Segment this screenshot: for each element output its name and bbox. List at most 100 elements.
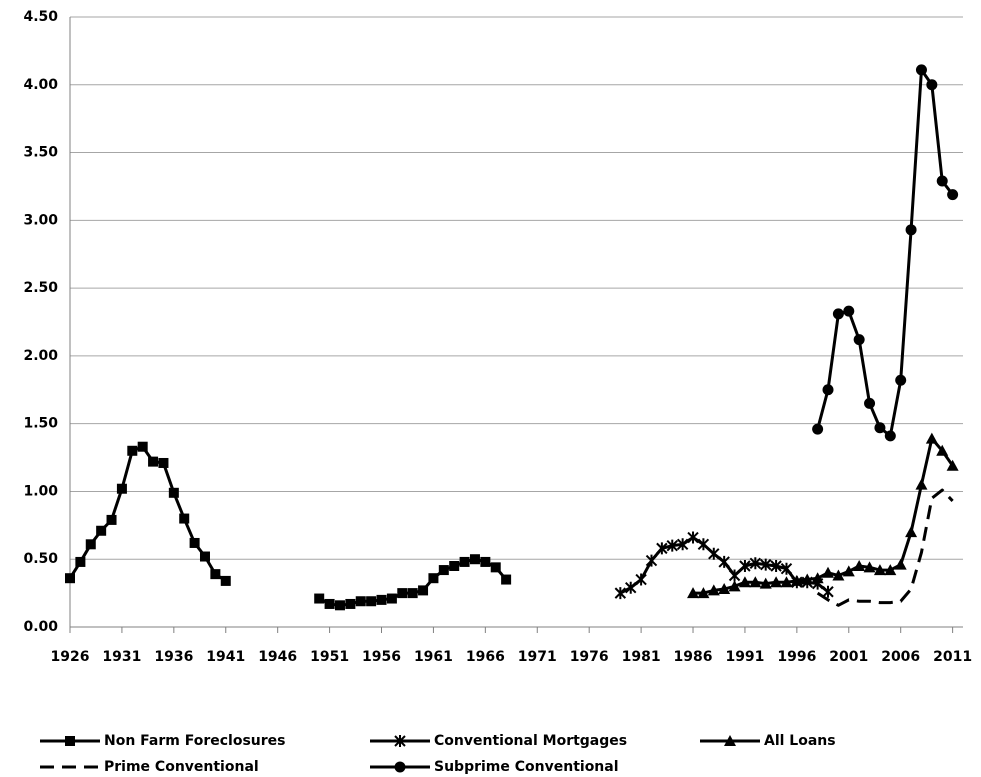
marker: [853, 560, 866, 571]
marker: [790, 574, 803, 586]
y-tick-label: 4.00: [23, 77, 58, 93]
legend-label: Conventional Mortgages: [434, 733, 627, 749]
marker: [314, 593, 325, 604]
marker: [894, 558, 907, 570]
marker: [666, 539, 678, 552]
series-line: [68, 445, 508, 607]
marker: [459, 556, 470, 567]
marker: [501, 574, 512, 585]
marker: [179, 513, 190, 524]
marker: [760, 558, 772, 571]
marker: [728, 569, 741, 582]
marker: [936, 175, 948, 187]
marker: [873, 564, 886, 576]
marker: [915, 64, 927, 76]
marker: [905, 224, 917, 236]
legend-item: Prime Conventional: [40, 759, 259, 775]
marker: [822, 566, 835, 578]
legend-label: Subprime Conventional: [434, 759, 619, 775]
y-tick-label: 1.50: [23, 416, 58, 432]
x-tick-label: 1981: [622, 649, 661, 665]
marker: [65, 736, 75, 746]
marker: [116, 483, 127, 494]
marker: [884, 430, 896, 442]
legend-label: Prime Conventional: [104, 759, 259, 775]
marker: [635, 573, 647, 586]
x-tick-label: 1996: [777, 649, 816, 665]
marker: [780, 562, 793, 575]
marker: [158, 457, 169, 468]
marker: [480, 556, 491, 567]
y-tick-label: 0.50: [23, 551, 58, 567]
x-tick-label: 1986: [674, 649, 713, 665]
marker: [85, 539, 96, 550]
legend-item: Non Farm Foreclosures: [40, 733, 286, 749]
marker: [75, 556, 86, 567]
marker: [625, 581, 637, 594]
marker: [106, 514, 117, 525]
marker: [749, 576, 762, 588]
marker: [697, 538, 710, 551]
marker: [812, 423, 824, 435]
marker: [469, 554, 480, 565]
marker: [884, 564, 897, 576]
marker: [895, 374, 907, 386]
marker: [397, 588, 408, 599]
x-tick-label: 1946: [258, 649, 297, 665]
marker: [490, 562, 501, 573]
marker: [708, 547, 720, 560]
marker: [168, 487, 179, 498]
x-tick-label: 1941: [206, 649, 245, 665]
marker: [853, 334, 865, 346]
marker: [728, 580, 741, 592]
x-tick-label: 1991: [725, 649, 764, 665]
marker: [739, 560, 751, 572]
marker: [718, 583, 731, 595]
y-tick-label: 3.00: [23, 212, 58, 228]
marker: [915, 478, 928, 490]
marker: [770, 576, 783, 588]
marker: [210, 569, 221, 580]
marker: [137, 441, 148, 452]
marker: [687, 531, 699, 544]
marker: [687, 587, 700, 599]
marker: [366, 596, 377, 607]
marker: [822, 384, 834, 396]
x-tick-label: 1951: [310, 649, 349, 665]
marker: [832, 308, 844, 320]
marker: [656, 542, 668, 555]
x-tick-label: 2001: [829, 649, 868, 665]
legend-item: All Loans: [700, 733, 836, 749]
marker: [832, 569, 845, 581]
x-tick-label: 1926: [51, 649, 90, 665]
marker: [386, 593, 397, 604]
marker: [189, 537, 200, 548]
marker: [947, 189, 959, 201]
marker: [428, 573, 439, 584]
marker: [438, 565, 449, 576]
marker: [345, 598, 356, 609]
marker: [843, 305, 855, 317]
marker: [925, 432, 938, 444]
marker: [355, 596, 366, 607]
x-tick-label: 1961: [414, 649, 453, 665]
marker: [724, 735, 736, 746]
marker: [614, 587, 627, 600]
marker: [822, 585, 834, 598]
marker: [376, 594, 387, 605]
marker: [676, 538, 689, 551]
marker: [324, 598, 335, 609]
x-tick-label: 1971: [518, 649, 557, 665]
marker: [770, 560, 782, 572]
x-tick-label: 2006: [881, 649, 920, 665]
x-tick-label: 1966: [466, 649, 505, 665]
x-tick-label: 1931: [102, 649, 141, 665]
x-tick-label: 2011: [933, 649, 972, 665]
marker: [905, 526, 918, 538]
marker: [749, 557, 762, 570]
marker: [863, 561, 876, 573]
x-tick-label: 1956: [362, 649, 401, 665]
y-tick-label: 2.00: [23, 348, 58, 364]
marker: [707, 584, 720, 596]
